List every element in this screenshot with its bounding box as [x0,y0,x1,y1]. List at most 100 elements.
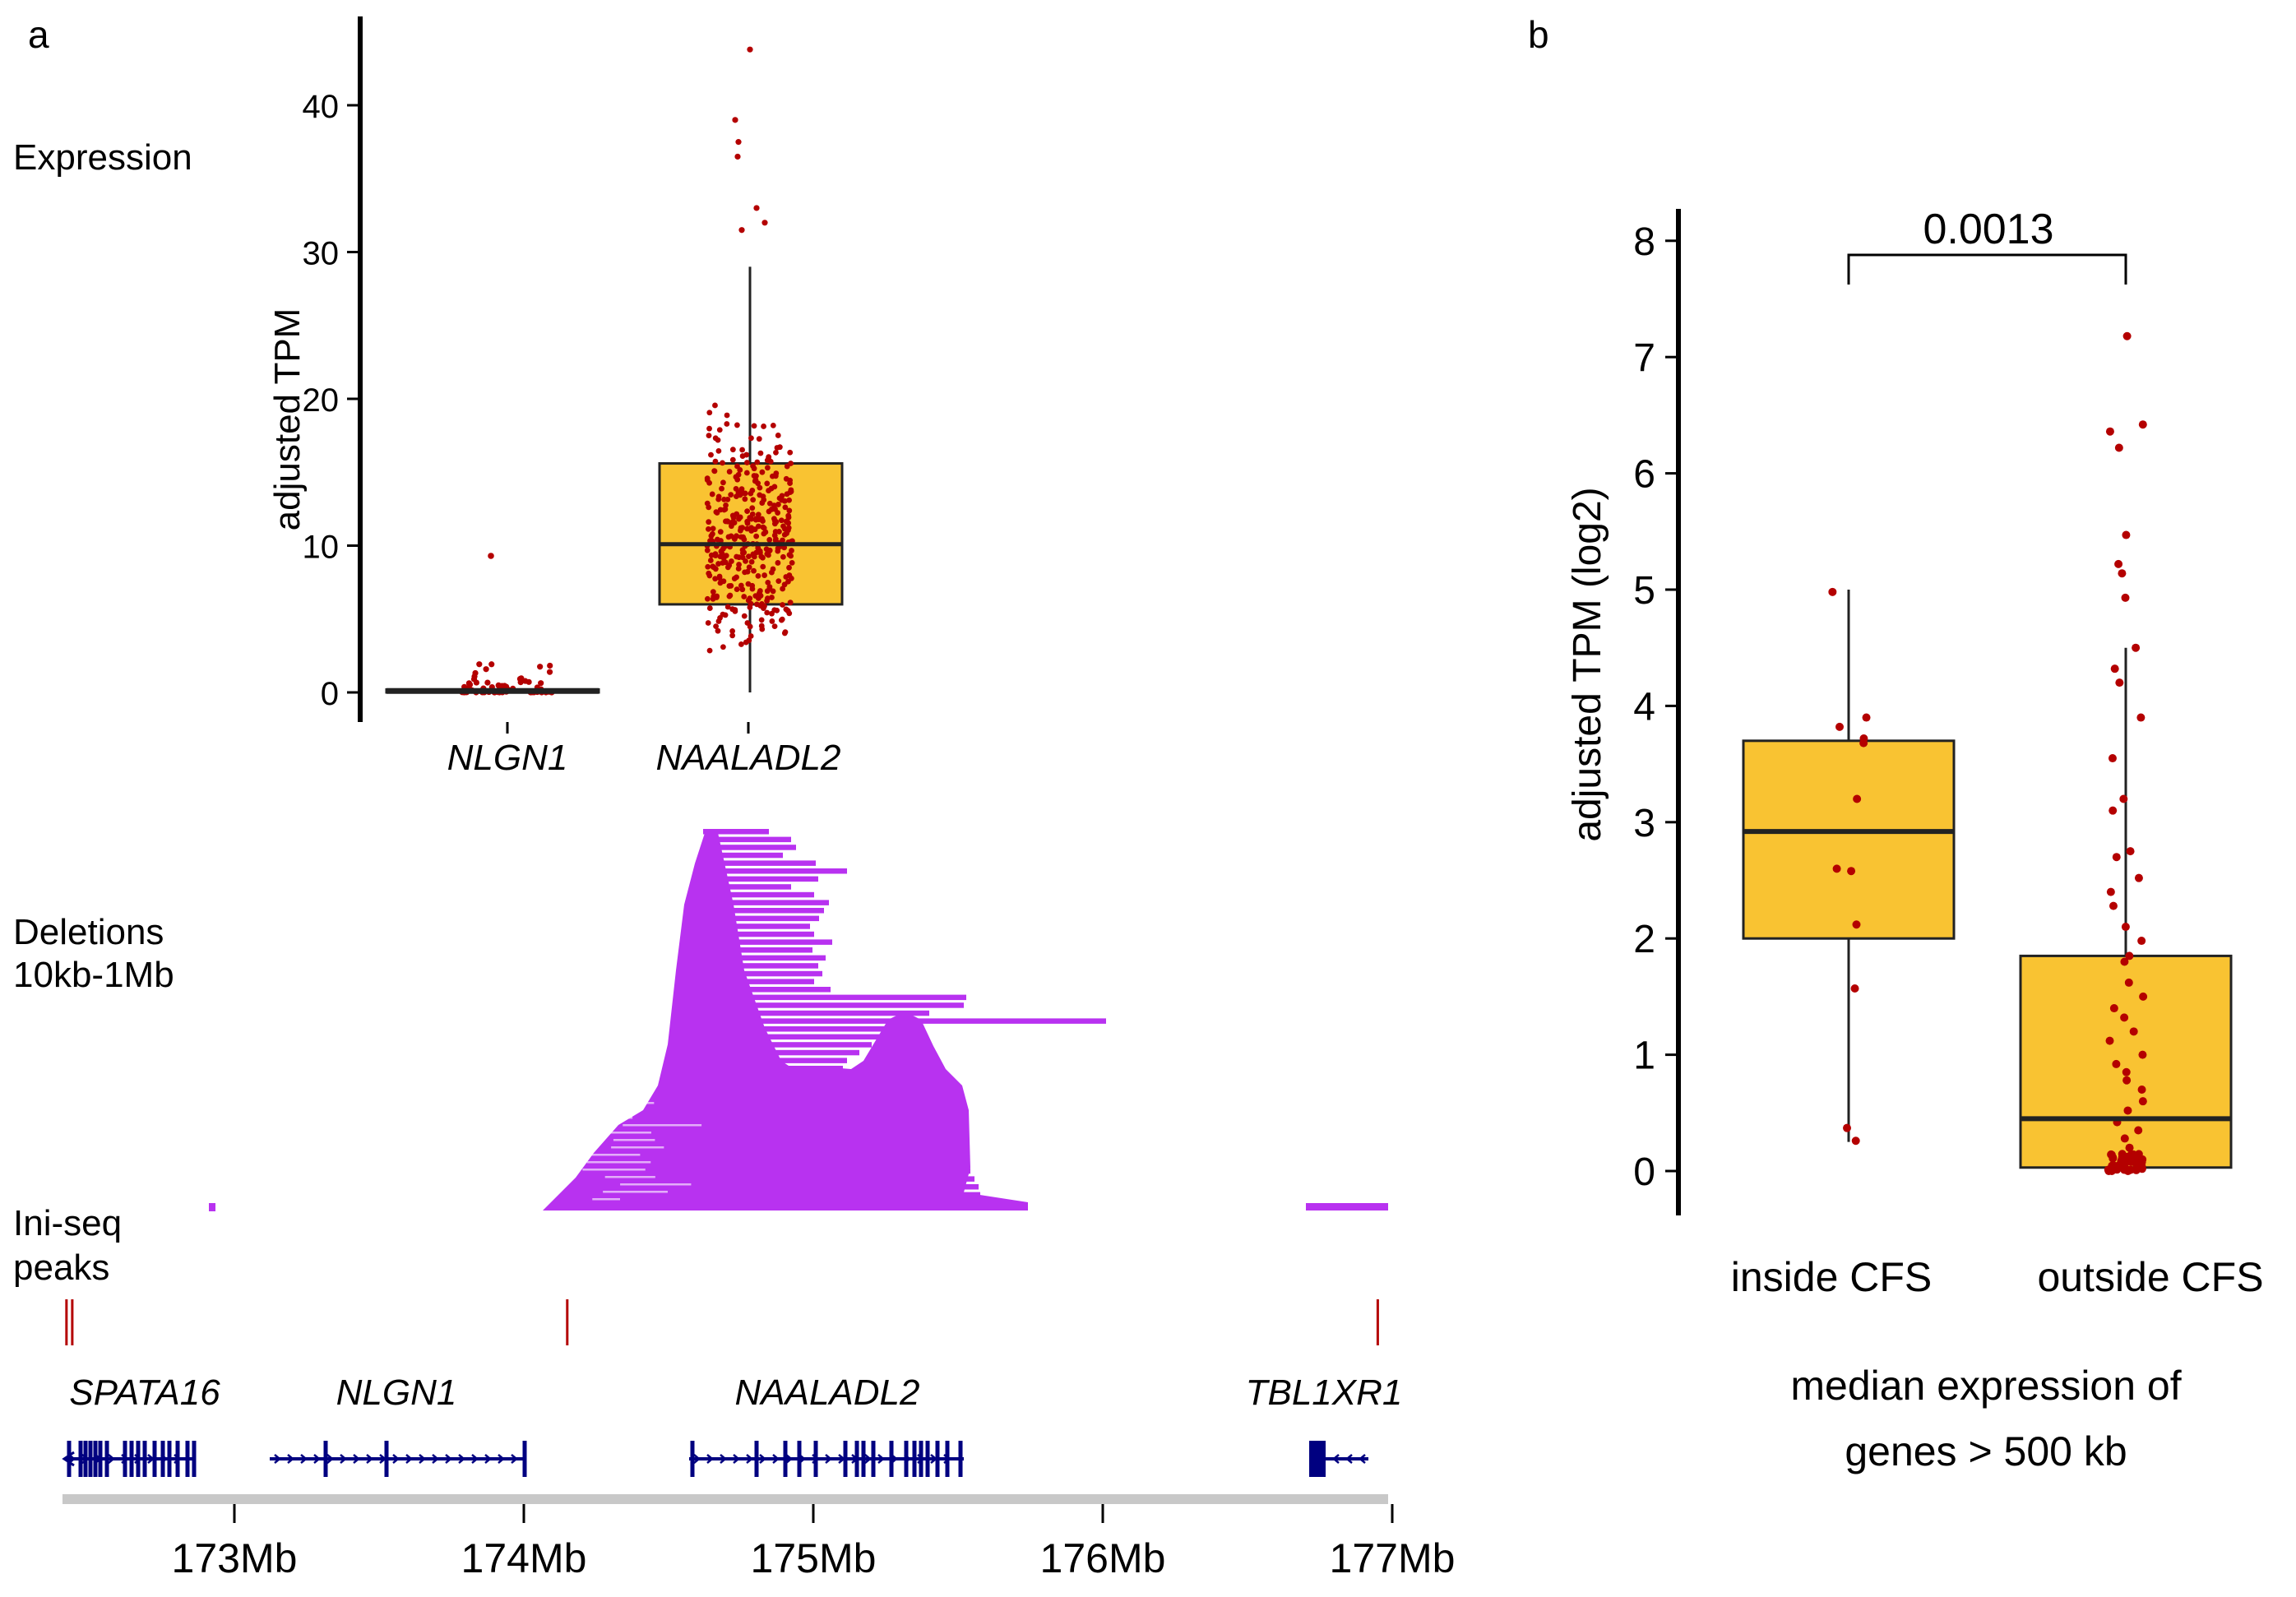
point-outside-cfs [2122,530,2131,539]
point-naaladl2 [729,558,734,564]
point-naaladl2 [764,551,771,558]
point-naaladl2 [769,595,775,600]
point-naaladl2 [720,554,727,561]
point-inside-cfs [1843,1123,1852,1132]
expression-y-axis-title: adjusted TPM [267,308,308,531]
point-naaladl2 [734,553,740,560]
point-naaladl2 [787,599,794,606]
point-naaladl2 [705,563,711,570]
naaladl2-strand-arrow [759,1454,766,1464]
point-naaladl2 [715,627,721,634]
point-naaladl2 [757,450,764,456]
naaladl2-strand-arrow [838,1454,845,1464]
point-naaladl2 [747,595,753,602]
deletion-segment [711,868,847,874]
point-naaladl2 [775,548,781,554]
point-outside-cfs [2126,847,2135,856]
point-outside-cfs [2109,806,2118,815]
point-naaladl2 [708,451,714,458]
point-naaladl2 [749,505,756,512]
point-outside-cfs [2112,853,2121,862]
deletion-lone-segment [209,1203,215,1211]
point-naaladl2 [739,554,746,561]
point-naaladl2 [720,460,725,466]
point-inside-cfs [1852,920,1861,929]
point-naaladl2 [758,617,765,623]
point-naaladl2 [704,477,711,483]
point-naaladl2 [715,561,721,567]
point-outside-cfs [2125,951,2134,961]
point-naaladl2 [764,609,771,616]
deletion-segment [686,987,831,993]
point-naaladl2 [784,491,790,498]
deletion-row-gap [590,1154,641,1156]
point-naaladl2 [719,485,724,492]
nlgn1-strand-arrow [511,1454,518,1464]
point-outside-cfs [2134,873,2143,882]
naaladl2-exon [797,1441,802,1477]
point-naaladl2 [735,566,742,572]
point-outside-cfs [2137,1085,2146,1095]
spata16-strand-arrow [121,1454,128,1464]
point-outside-cfs-dense [2119,1158,2128,1167]
spata16-exon [192,1441,197,1477]
point-nlgn1 [522,678,529,684]
cfs-y-tick-label: 5 [1633,569,1655,613]
point-naaladl2 [740,490,746,496]
point-naaladl2 [734,533,740,539]
spata16-strand-arrow [160,1454,168,1464]
naaladl2-exon [945,1441,950,1477]
deletion-segment [717,845,796,850]
point-outside-cfs [2120,1134,2129,1143]
nlgn1-strand-arrow [405,1454,413,1464]
point-nlgn1 [484,679,491,686]
point-naaladl2 [789,548,794,553]
point-naaladl2 [773,449,779,456]
point-outside-cfs [2109,1004,2118,1013]
deletion-row-gap [582,1169,646,1171]
expression-y-tick-label: 30 [303,236,340,272]
point-naaladl2 [757,492,763,498]
naaladl2-strand-arrow [693,1454,701,1464]
naaladl2-strand-arrow [733,1454,740,1464]
point-naaladl2 [734,574,739,581]
point-naaladl2 [748,633,754,639]
point-outside-cfs [2114,443,2123,452]
spata16-exon [185,1441,190,1477]
deletion-cluster-dense [543,829,1028,1210]
point-outside-cfs [2129,1027,2138,1036]
point-naaladl2 [772,473,779,479]
point-naaladl2 [711,468,718,474]
expression-category-naaladl2: NAALADL2 [655,738,840,778]
naaladl2-exon [754,1441,759,1477]
point-nlgn1 [516,676,524,683]
deletion-segment [676,1034,888,1040]
point-naaladl2 [706,519,712,525]
naaladl2-strand-arrow [746,1454,753,1464]
point-naaladl2 [764,480,771,487]
point-naaladl2 [747,623,753,630]
point-outside-cfs-dense [2132,1165,2141,1174]
point-nlgn1 [488,661,495,668]
point-naaladl2 [709,491,715,498]
deletion-segment [692,955,826,961]
spata16-exon [160,1441,165,1477]
point-naaladl2 [735,471,742,478]
point-naaladl2 [770,423,776,428]
point-naaladl2 [755,572,761,579]
deletion-row-gap [600,1102,655,1104]
tbl1xr1-strand-arrow [1345,1454,1353,1464]
naaladl2-strand-arrow [904,1454,911,1464]
point-nlgn1 [537,664,544,670]
expression-y-tick-label: 20 [303,382,340,419]
point-naaladl2 [753,473,759,479]
point-outside-cfs [2120,957,2129,966]
point-naaladl2 [783,606,789,613]
nlgn1-strand-arrow [471,1454,479,1464]
point-naaladl2-outlier [747,46,753,53]
deletion-row-gap [623,1124,702,1127]
deletion-segment [689,970,822,977]
point-nlgn1 [483,666,489,673]
point-naaladl2 [738,641,744,647]
point-naaladl2 [706,433,712,439]
